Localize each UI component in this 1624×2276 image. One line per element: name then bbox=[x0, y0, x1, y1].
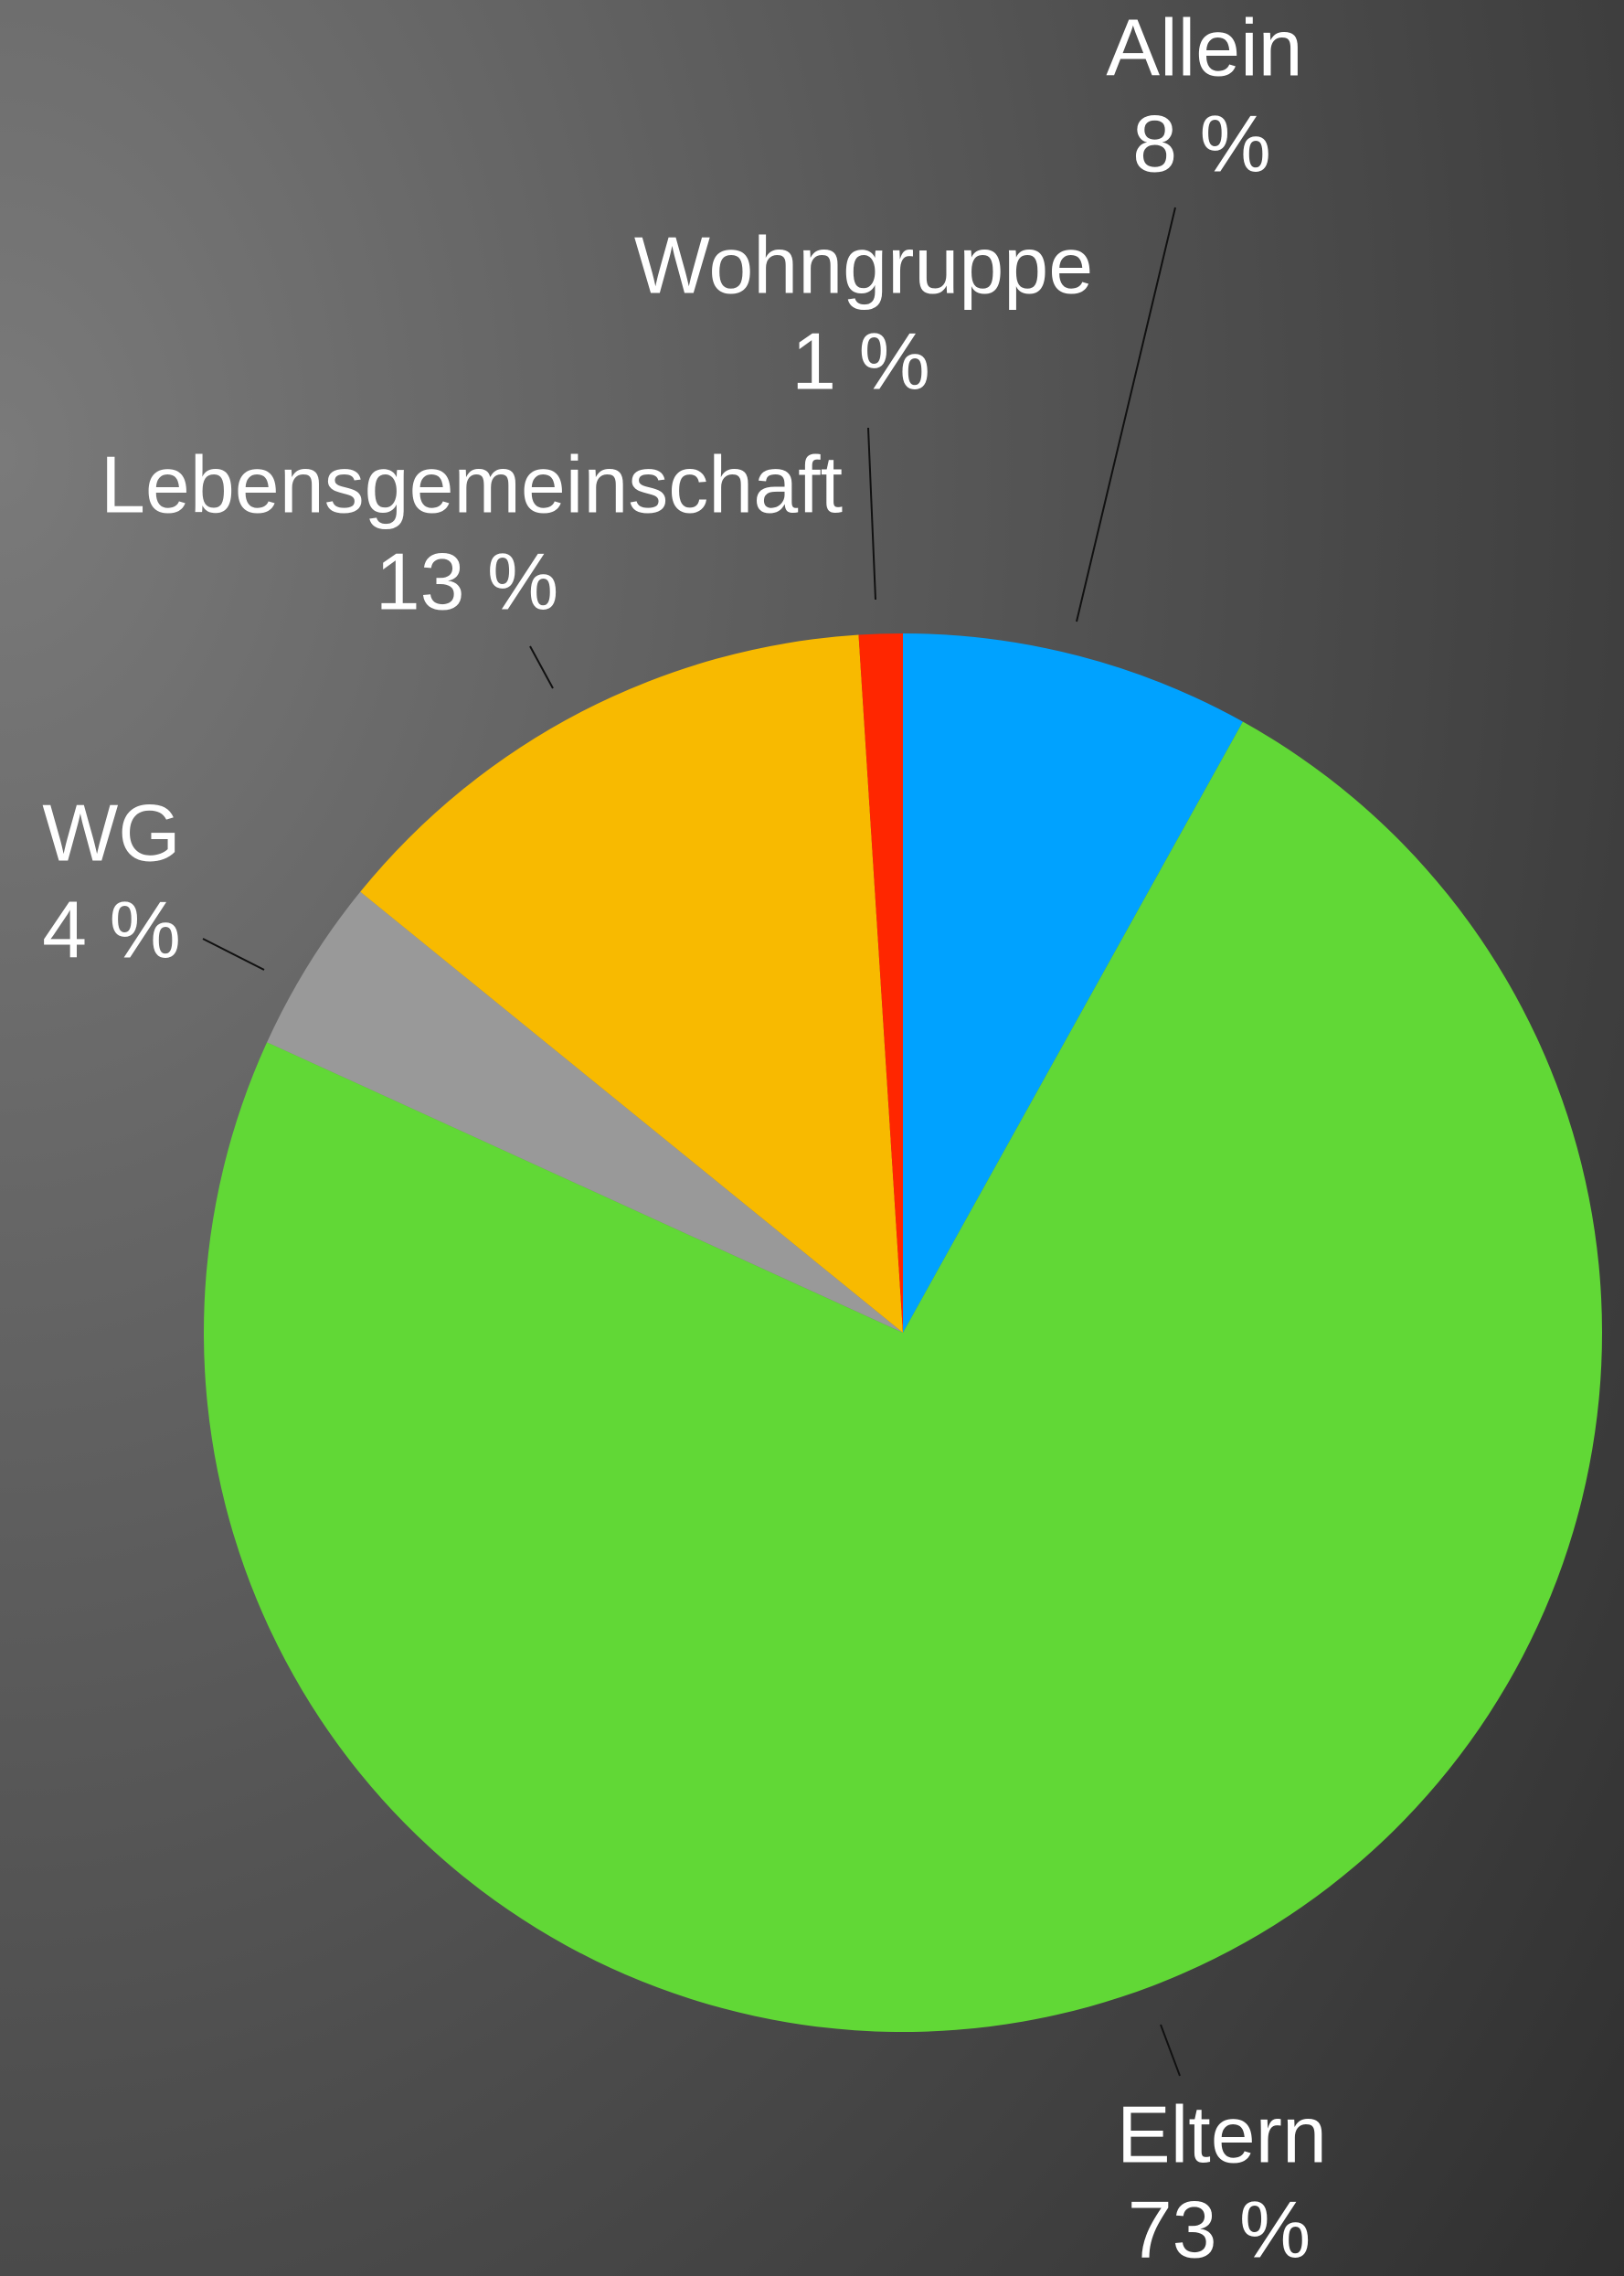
leader-line bbox=[867, 427, 876, 601]
leader-line bbox=[1076, 207, 1176, 622]
value-label: 13 % bbox=[376, 536, 559, 626]
pie-slice bbox=[203, 721, 1602, 2033]
slice-label: Allein bbox=[1106, 2, 1302, 92]
slice-label: Wohngruppe bbox=[634, 219, 1093, 310]
leader-line bbox=[1160, 2024, 1181, 2077]
value-label: 1 % bbox=[791, 315, 930, 406]
pie-slice bbox=[903, 633, 1243, 1333]
pie-slice bbox=[267, 891, 903, 1333]
pie-slice bbox=[858, 633, 903, 1333]
value-label: 73 % bbox=[1128, 2184, 1311, 2274]
slice-label: Eltern bbox=[1117, 2089, 1327, 2179]
slice-label: Lebensgemeinschaft bbox=[101, 439, 843, 529]
value-label: 4 % bbox=[42, 884, 181, 974]
value-label: 8 % bbox=[1132, 98, 1271, 188]
leader-line bbox=[529, 645, 554, 689]
slice-label: WG bbox=[42, 787, 181, 877]
leader-line bbox=[202, 938, 265, 971]
pie-slice bbox=[360, 634, 904, 1333]
